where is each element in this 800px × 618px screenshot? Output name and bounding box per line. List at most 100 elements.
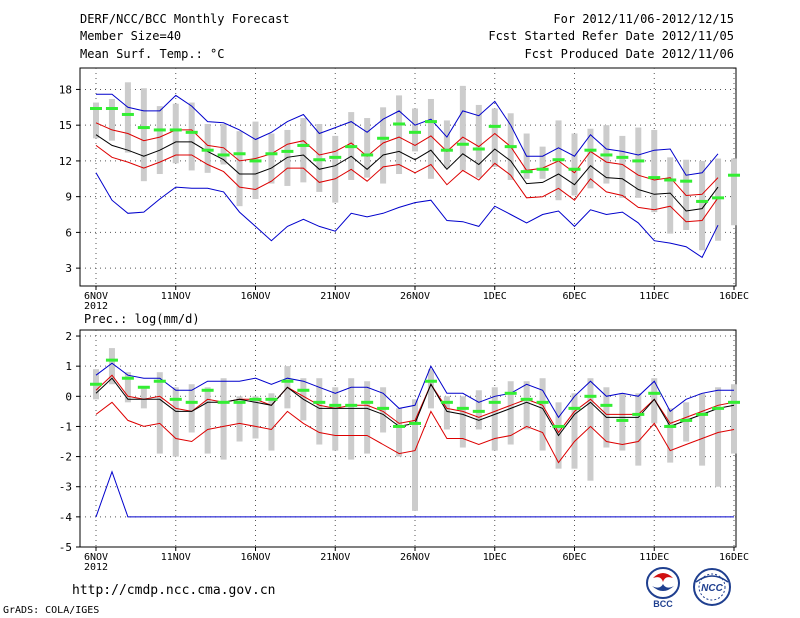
median-marker [185,130,198,134]
median-marker [361,153,374,157]
series-line-min [95,172,719,259]
median-marker [472,409,485,413]
member-range-box [204,387,211,454]
median-marker [648,391,661,395]
median-marker [137,385,150,389]
x-tick-label: 26NOV [400,552,430,563]
median-marker [568,406,581,410]
median-marker [680,418,693,422]
member-range-box [284,129,291,186]
member-range-box [507,381,514,445]
y-tick-label: -4 [59,511,73,524]
member-range-box [715,158,722,241]
member-range-box [667,157,674,234]
member-range-box [651,129,658,213]
member-range-box [396,408,403,457]
grads-credit: GrADS: COLA/IGES [3,605,100,616]
member-range-box [188,384,195,433]
member-range-box [124,82,131,153]
median-marker [121,112,134,116]
median-marker [217,153,230,157]
member-range-box [715,387,722,487]
svg-text:NCC: NCC [701,583,723,594]
median-marker [472,147,485,151]
median-marker [233,400,246,404]
member-range-box [316,378,323,445]
variable-label-bottom: Prec.: log(mm/d) [84,312,200,326]
x-tick-label: 11NOV [161,552,191,563]
member-range-box [236,131,243,207]
median-marker [664,424,677,428]
x-tick-label: 11DEC [639,552,669,563]
median-marker [488,124,501,128]
member-range-box [619,393,626,451]
member-range-box [124,372,131,403]
member-range-box [156,372,163,454]
median-marker [600,403,613,407]
member-range-box [571,393,578,469]
median-marker [249,397,262,401]
member-range-box [427,369,434,409]
median-marker [185,400,198,404]
median-marker [488,400,501,404]
member-range-box [268,393,275,451]
median-marker [664,178,677,182]
median-marker [409,421,421,425]
member-range-box [364,118,371,178]
member-range-box [667,408,674,463]
median-marker [105,358,118,362]
x-tick-label: 26NOV [400,291,430,302]
median-marker [313,400,326,404]
member-range-box [172,387,179,457]
member-range-box [459,396,466,448]
median-marker [696,199,709,203]
median-marker [424,120,437,124]
median-marker [281,149,294,153]
median-marker [584,148,597,152]
y-tick-label: 6 [65,226,72,239]
median-marker [377,406,390,410]
member-range-box [475,390,482,430]
median-marker [169,397,182,401]
median-marker [297,388,310,392]
x-tick-label: 6NOV [84,291,108,302]
median-marker [504,391,517,395]
median-marker [600,153,613,157]
footer-url[interactable]: http://cmdp.ncc.cma.gov.cn [72,583,276,598]
member-range-box [300,118,307,183]
member-range-box [412,399,418,511]
median-marker [536,167,549,171]
y-tick-label: 12 [59,155,72,168]
y-tick-label: -3 [59,481,72,494]
member-range-box [491,108,498,167]
forecast-period: For 2012/11/06-2012/12/15 [553,12,734,26]
member-range-box [635,393,642,466]
median-marker [456,142,469,146]
member-range-box [427,98,434,179]
variable-label-top: Mean Surf. Temp.: °C [80,47,225,61]
member-range-box [635,127,642,198]
member-range-box [93,102,99,139]
member-range-box [332,135,339,203]
member-range-box [587,128,594,189]
member-range-box [523,381,530,430]
median-marker [648,176,661,180]
median-marker [169,128,182,132]
series-line-lower [95,401,735,464]
member-range-box [443,396,450,430]
member-range-box [539,378,546,451]
member-range-box [396,95,403,175]
median-marker [361,400,374,404]
member-range-box [156,106,163,175]
svg-text:BCC: BCC [653,599,673,608]
x-tick-label: 16NOV [240,552,270,563]
member-range-box [220,123,227,165]
y-tick-label: 9 [65,191,72,204]
member-range-box [188,102,195,171]
member-range-box [731,384,737,454]
x-tick-sublabel: 2012 [84,301,108,312]
series-line-upper [95,374,735,434]
member-range-box [699,160,706,251]
median-marker [377,136,390,140]
